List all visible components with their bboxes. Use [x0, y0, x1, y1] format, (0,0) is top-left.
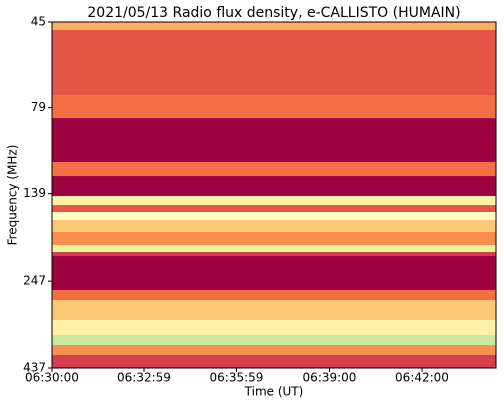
spectrogram-band: [52, 211, 496, 221]
y-tick-label: 79: [31, 100, 46, 114]
spectrogram-band: [52, 231, 496, 246]
spectrogram-band: [52, 196, 496, 206]
spectrogram-band: [52, 245, 496, 252]
y-tick-label: 437: [23, 361, 46, 375]
spectrogram-band: [52, 355, 496, 368]
chart-title: 2021/05/13 Radio flux density, e-CALLIST…: [87, 5, 460, 21]
y-tick-label: 45: [31, 15, 46, 29]
x-tick-label: 06:35:59: [210, 371, 264, 385]
spectrogram-band: [52, 22, 496, 30]
y-tick-label: 139: [23, 186, 46, 200]
spectrogram-band: [52, 29, 496, 96]
spectrogram-band: [52, 95, 496, 119]
x-tick-label: 06:32:59: [117, 371, 171, 385]
spectrogram-band: [52, 251, 496, 257]
spectrogram-band: [52, 319, 496, 336]
spectrogram-band: [52, 300, 496, 320]
spectrogram-band: [52, 345, 496, 356]
spectrogram-band: [52, 335, 496, 346]
spectrogram-band: [52, 220, 496, 232]
plot-frame: [51, 21, 497, 369]
x-tick-label: 06:39:00: [303, 371, 357, 385]
spectrogram-band: [52, 118, 496, 163]
spectrogram-band: [52, 176, 496, 197]
spectrogram-band: [52, 256, 496, 291]
x-axis-label: Time (UT): [244, 385, 304, 399]
spectrogram-band: [52, 290, 496, 301]
y-tick-label: 247: [23, 274, 46, 288]
x-tick-label: 06:42:00: [395, 371, 449, 385]
spectrogram-band: [52, 162, 496, 177]
x-tick-label: 06:30:00: [25, 371, 79, 385]
y-axis-label: Frequency (MHz): [6, 145, 20, 246]
spectrogram-band: [52, 205, 496, 212]
